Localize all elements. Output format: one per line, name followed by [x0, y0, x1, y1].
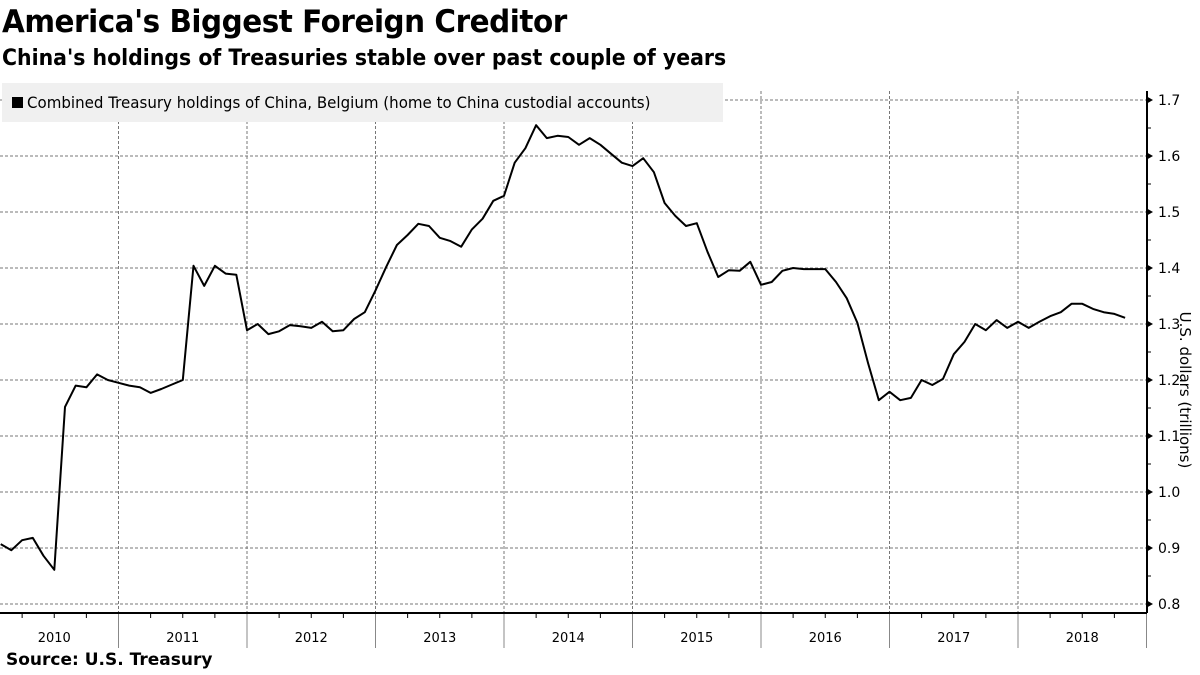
- y-tick-label: 1.6: [1158, 149, 1180, 165]
- y-tick-label: 0.8: [1158, 597, 1180, 613]
- x-tick-label: 2015: [680, 631, 713, 646]
- x-axis: 2010 2011 2012 2013 2014 2015 2016 2017 2018: [0, 612, 1147, 648]
- x-tick-label: 2011: [166, 631, 199, 646]
- x-tick-label: 2013: [423, 631, 456, 646]
- chart-title: America's Biggest Foreign Creditor: [2, 4, 567, 40]
- y-axis-label: U.S. dollars (trillions): [1176, 311, 1194, 469]
- x-tick-label: 2012: [295, 631, 328, 646]
- y-tick-label: 0.9: [1158, 541, 1180, 557]
- y-tick-label: 1.1: [1158, 429, 1180, 445]
- legend: Combined Treasury holdings of China, Bel…: [2, 83, 723, 122]
- y-tick-label: 1.2: [1158, 373, 1180, 389]
- y-axis: 0.8 0.9 1.0 1.1 1.2 1.3 1.4 1.5 1.6 1.7: [1146, 91, 1180, 613]
- x-tick-label: 2018: [1066, 631, 1099, 646]
- x-tick-label: 2017: [937, 631, 970, 646]
- chart-subtitle: China's holdings of Treasuries stable ov…: [2, 46, 727, 71]
- y-tick-label: 1.4: [1158, 261, 1180, 277]
- y-tick-label: 1.7: [1158, 93, 1180, 109]
- x-tick-label: 2014: [552, 631, 585, 646]
- y-tick-label: 1.5: [1158, 205, 1180, 221]
- y-tick-label: 1.3: [1158, 317, 1180, 333]
- x-tick-label: 2016: [809, 631, 842, 646]
- legend-swatch-icon: [12, 97, 23, 108]
- legend-label: Combined Treasury holdings of China, Bel…: [27, 93, 651, 112]
- source-note: Source: U.S. Treasury: [6, 650, 213, 670]
- series-line: [0, 124, 1126, 571]
- gridlines: [0, 91, 1146, 613]
- x-tick-label: 2010: [38, 631, 71, 646]
- y-tick-label: 1.0: [1158, 485, 1180, 501]
